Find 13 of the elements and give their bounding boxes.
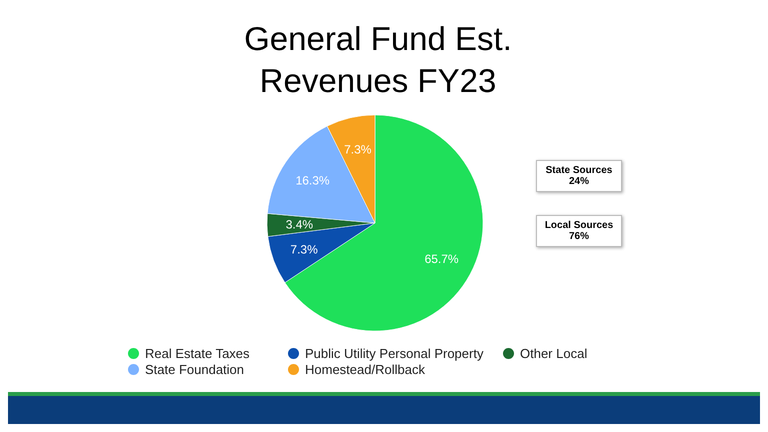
text: State Sources 24% xyxy=(536,160,622,192)
data-label: 7.3% xyxy=(344,142,372,156)
legend-label: Real Estate Taxes xyxy=(145,346,250,361)
legend-label: Other Local xyxy=(520,346,588,361)
data-label: 3.4% xyxy=(286,217,314,232)
legend-label: Public Utility Personal Property xyxy=(305,346,484,361)
legend-label: State Foundation xyxy=(145,362,244,377)
data-label: 16.3% xyxy=(296,173,330,188)
data-label: 65.7% xyxy=(424,252,459,266)
data-label: 7.3% xyxy=(290,242,318,256)
legend-label: Homestead/Rollback xyxy=(305,362,425,377)
chart-title: General Fund Est. Revenues FY23 xyxy=(243,19,513,101)
text: Local Sources 76% xyxy=(536,215,622,247)
